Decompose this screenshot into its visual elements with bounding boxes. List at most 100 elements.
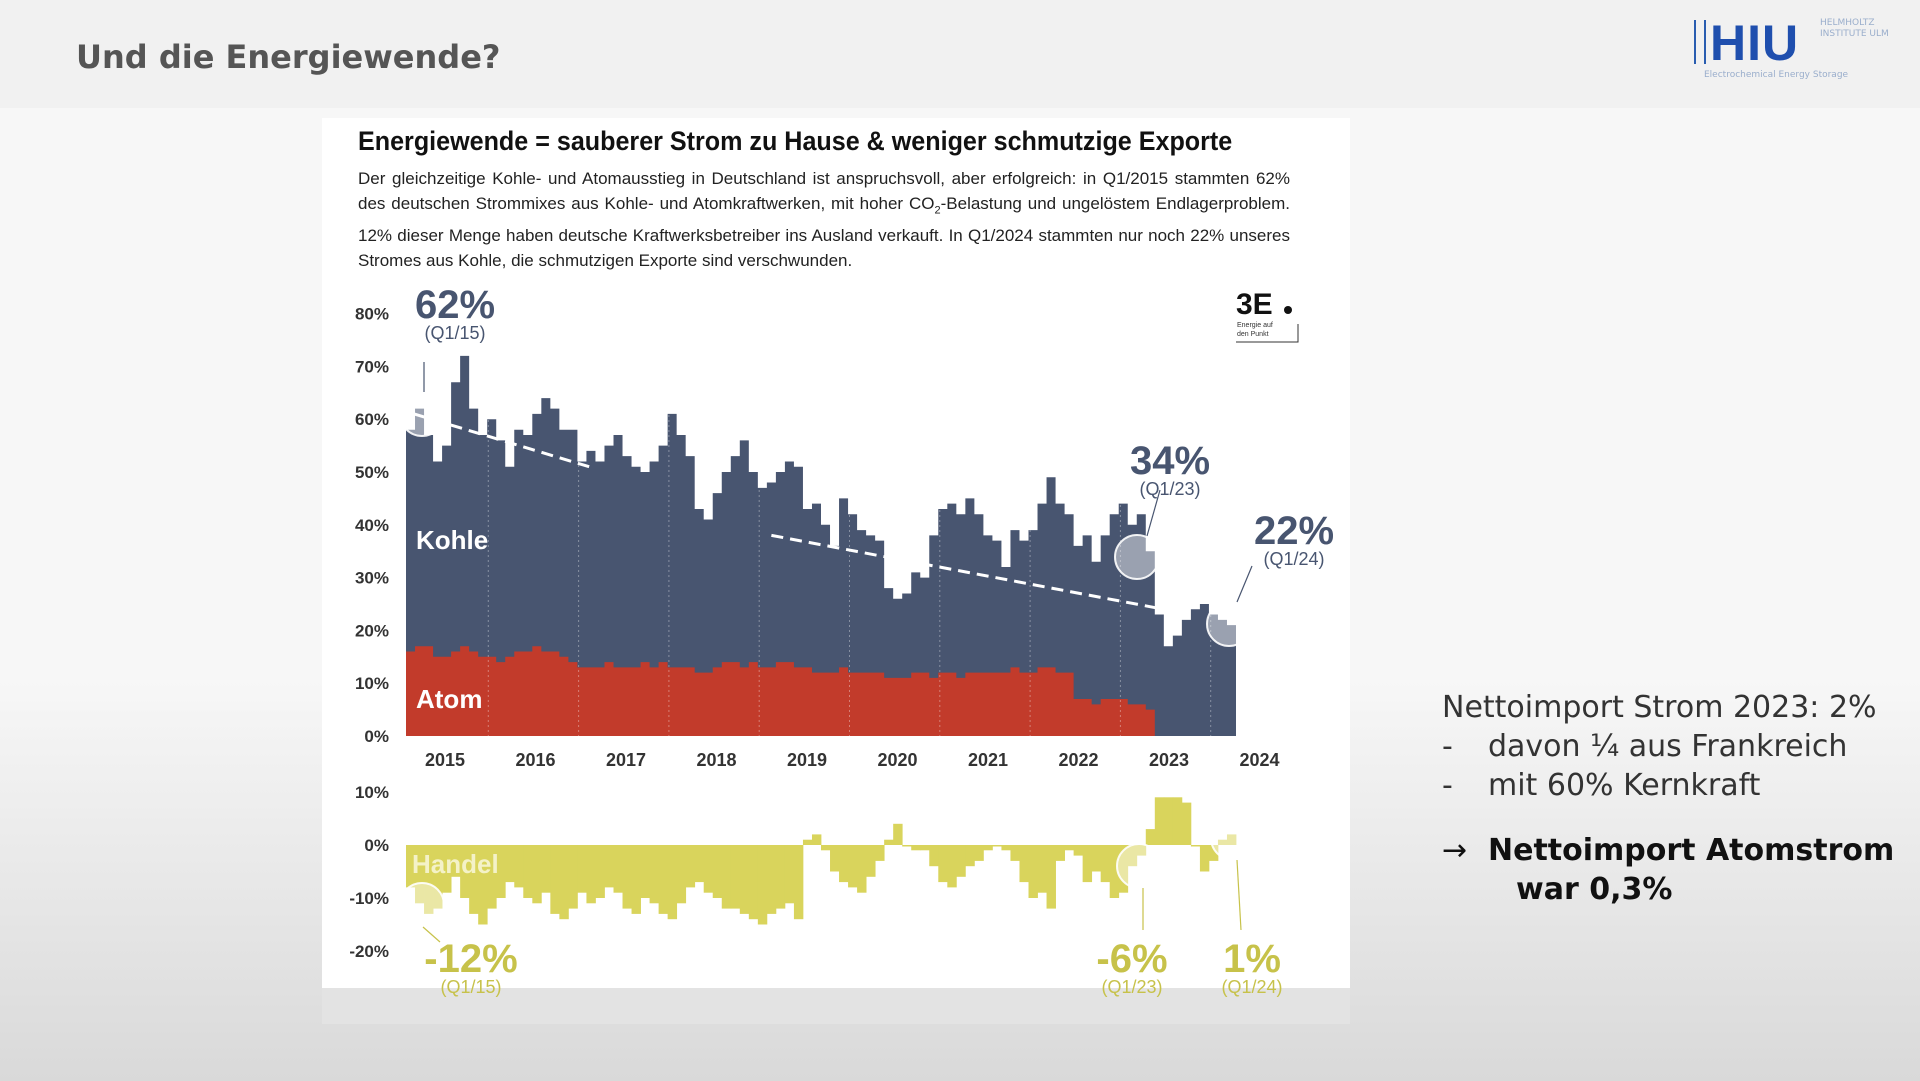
handel-bar	[911, 845, 921, 851]
y-tick-label: 80%	[355, 305, 389, 324]
figure-headline: Energiewende = sauberer Strom zu Hause &…	[358, 126, 1233, 156]
handel-bar	[694, 845, 705, 883]
handel-bar	[532, 845, 542, 904]
handel-y-tick-label: -20%	[349, 942, 389, 961]
handel-bar	[460, 845, 470, 898]
handel-bar	[1154, 797, 1165, 845]
handel-bar	[793, 845, 804, 920]
handel-bar	[496, 845, 506, 898]
handel-bar	[811, 834, 822, 845]
intro-text-1: Der gleichzeitige Kohle- und Atomausstie…	[358, 169, 1290, 213]
handel-bar	[667, 845, 678, 920]
handel-bar	[1199, 845, 1210, 872]
x-tick-label: 2016	[515, 750, 555, 770]
handel-bar	[1010, 845, 1020, 861]
handel-bar	[523, 845, 533, 898]
handel-bar	[757, 845, 768, 925]
handel-bar	[902, 845, 912, 847]
highlight-circle-icon	[1114, 534, 1160, 580]
handel-y-tick-label: 0%	[364, 836, 389, 855]
highlight-circle-icon	[1206, 601, 1252, 647]
handel-bar	[920, 845, 930, 851]
annotation-value: 22%	[1254, 509, 1334, 553]
annotation-leader	[422, 926, 441, 943]
annotation-period: (Q1/23)	[1139, 479, 1200, 499]
badge-text: 3E	[1236, 288, 1273, 321]
conclusion-line-1: Nettoimport Atomstrom	[1488, 833, 1895, 868]
handel-bar	[658, 845, 669, 914]
main-y-axis: 0% 10% 20% 30% 40% 50% 60% 70% 80%	[355, 305, 389, 746]
trend-line	[413, 412, 590, 469]
handel-bar	[721, 845, 732, 909]
area-layer	[406, 355, 1236, 736]
handel-bar	[640, 845, 650, 898]
badge-bracket-icon	[1236, 324, 1299, 343]
handel-bar	[1118, 845, 1129, 893]
handel-bar	[857, 845, 867, 893]
trend-lines	[413, 412, 1165, 611]
handel-bar	[712, 845, 723, 898]
figure-intro: Der gleichzeitige Kohle- und Atomausstie…	[358, 166, 1290, 273]
x-axis-labels: 2015 2016 2017 2018 2019 2020 2021 2022 2023 2024	[425, 750, 1280, 770]
handel-bar	[739, 845, 750, 914]
handel-bar	[505, 845, 515, 883]
badge-sub-2: den Punkt	[1237, 331, 1269, 338]
handel-bar	[1136, 845, 1147, 856]
arrow-right-icon: →	[1442, 833, 1468, 868]
handel-bar	[469, 845, 479, 914]
atom-series-area	[406, 646, 1236, 736]
annotation-value: -12%	[424, 937, 517, 981]
annotation-period: (Q1/15)	[440, 977, 501, 997]
handel-bar	[884, 839, 894, 845]
x-tick-label: 2021	[968, 750, 1008, 770]
handel-bar	[929, 845, 939, 867]
handel-bar	[1064, 845, 1075, 851]
highlight-circle-icon	[399, 391, 445, 437]
x-tick-label: 2023	[1149, 750, 1189, 770]
handel-bar	[622, 845, 632, 909]
conclusion-line-2: war 0,3%	[1516, 872, 1673, 907]
page-title: Und die Energiewende?	[76, 38, 501, 76]
handel-bar	[1037, 845, 1047, 893]
badge-sub-1: Energie auf	[1237, 322, 1273, 329]
annotation-period: (Q1/24)	[1263, 549, 1324, 569]
atom-label: Atom	[416, 684, 482, 714]
note-line-2: - davon ¼ aus Frankreich	[1442, 729, 1894, 768]
handel-bar	[866, 845, 876, 877]
handel-bar	[1109, 845, 1120, 898]
highlight-circle-icon	[1210, 815, 1256, 861]
handel-bar	[893, 823, 903, 845]
handel-bar	[1082, 845, 1093, 883]
x-tick-label: 2022	[1058, 750, 1098, 770]
annotation-leader	[1236, 859, 1242, 931]
handel-bar	[577, 845, 587, 893]
handel-bar	[1172, 797, 1183, 845]
handel-bar	[1145, 829, 1156, 845]
y-tick-label: 40%	[355, 516, 389, 535]
annotation-leader	[1146, 489, 1161, 537]
handel-bar	[1226, 834, 1237, 845]
annotation-leader	[1236, 565, 1253, 603]
hiu-logo: HIU HELMHOLTZ INSTITUTE ULM Electrochemi…	[1694, 14, 1894, 84]
handel-bar	[1190, 845, 1201, 847]
y-tick-label: 60%	[355, 410, 389, 429]
handel-bar	[415, 845, 425, 904]
intro-subscript: 2	[934, 204, 941, 217]
note-dash: -	[1442, 729, 1453, 764]
handel-bar	[631, 845, 641, 914]
handel-bar	[433, 845, 443, 909]
note-line-3-text: mit 60% Kernkraft	[1488, 768, 1761, 803]
handel-bar	[875, 845, 885, 861]
annotation-value: 34%	[1130, 439, 1210, 483]
title-bar	[0, 0, 1920, 108]
annotation-period: (Q1/24)	[1221, 977, 1282, 997]
handel-bar	[848, 845, 858, 888]
logo-text: HIU	[1710, 15, 1800, 71]
handel-y-tick-label: -10%	[349, 889, 389, 908]
handel-bars	[406, 797, 1237, 925]
handel-bar	[1100, 845, 1111, 883]
handel-bar	[956, 845, 966, 877]
handel-bar	[550, 845, 560, 914]
figure-panel-footer	[322, 988, 1350, 1024]
